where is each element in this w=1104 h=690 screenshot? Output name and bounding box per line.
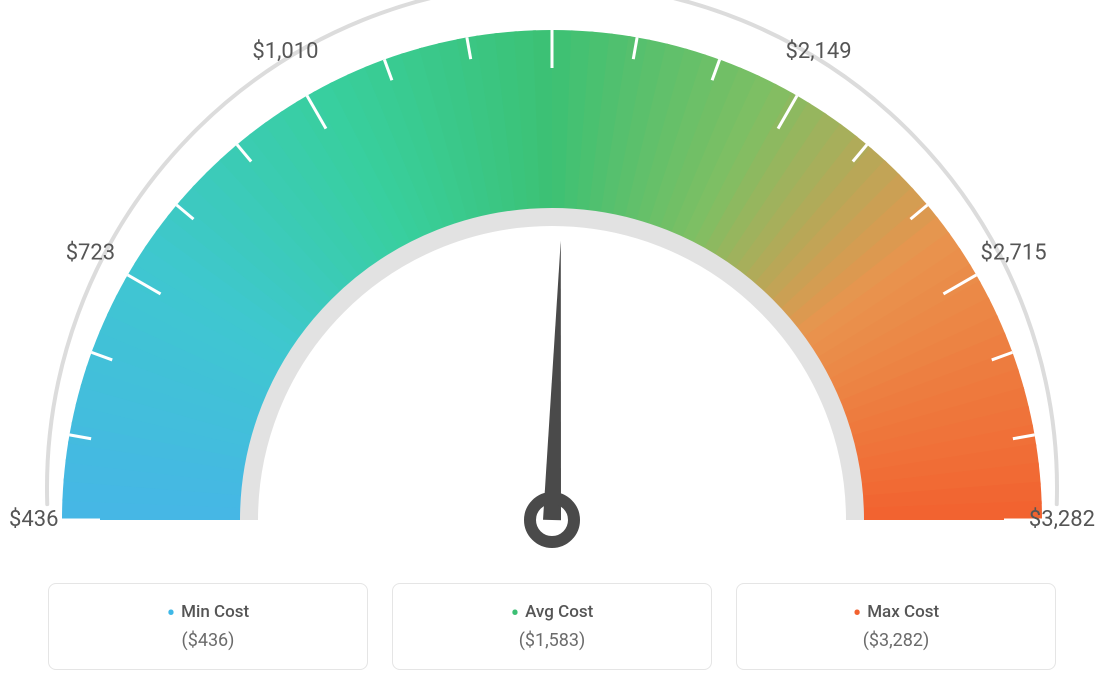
legend-max-value: ($3,282): [749, 630, 1043, 651]
legend-min-label: Min Cost: [61, 602, 355, 622]
gauge-svg: $436$723$1,010$1,583$2,149$2,715$3,282: [0, 0, 1104, 560]
legend-card-min: Min Cost ($436): [48, 583, 368, 670]
legend-card-max: Max Cost ($3,282): [736, 583, 1056, 670]
legend-avg-label: Avg Cost: [405, 602, 699, 622]
legend-row: Min Cost ($436) Avg Cost ($1,583) Max Co…: [0, 583, 1104, 670]
legend-min-value: ($436): [61, 630, 355, 651]
svg-text:$436: $436: [9, 507, 58, 532]
svg-text:$723: $723: [66, 240, 115, 265]
svg-text:$2,149: $2,149: [785, 39, 851, 64]
svg-text:$3,282: $3,282: [1029, 507, 1095, 532]
svg-text:$2,715: $2,715: [980, 240, 1046, 265]
legend-avg-value: ($1,583): [405, 630, 699, 651]
legend-max-label: Max Cost: [749, 602, 1043, 622]
svg-text:$1,010: $1,010: [252, 39, 318, 64]
legend-card-avg: Avg Cost ($1,583): [392, 583, 712, 670]
gauge-chart: $436$723$1,010$1,583$2,149$2,715$3,282: [0, 0, 1104, 560]
